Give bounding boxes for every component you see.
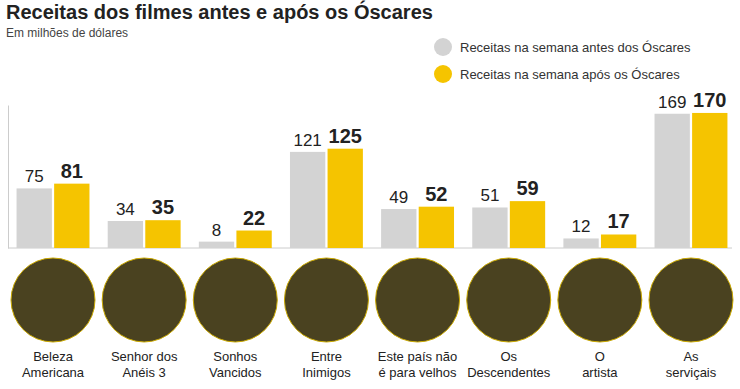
y-axis-line: [8, 106, 9, 249]
data-label: 8: [212, 221, 221, 240]
legend-label: Receitas na semana após os Óscares: [460, 67, 680, 82]
bar: [563, 238, 598, 248]
data-label: 34: [116, 200, 135, 219]
bar: [328, 149, 363, 248]
bar: [655, 114, 690, 248]
photo-circle: [193, 258, 277, 342]
category-label-line: Senhor dos: [111, 349, 178, 364]
category-label-line: Descendentes: [467, 365, 551, 380]
category-label: SonhosVancidos: [209, 349, 262, 380]
photo-circle: [102, 258, 186, 342]
data-label: 52: [425, 183, 447, 205]
photo-circle: [284, 258, 368, 342]
title: Receitas dos filmes antes e após os Ósca…: [6, 0, 433, 23]
category-label-line: O: [595, 349, 605, 364]
category-label-line: Beleza: [33, 349, 74, 364]
bar: [236, 231, 271, 248]
legend-swatch: [434, 38, 452, 56]
data-label: 125: [329, 125, 362, 147]
category-label-line: artista: [582, 365, 618, 380]
bar: [108, 221, 143, 248]
photo-circle: [11, 258, 95, 342]
category-label-line: Entre: [311, 349, 342, 364]
bar: [290, 152, 325, 248]
category-label: Oartista: [582, 349, 618, 380]
category-label-line: Vancidos: [209, 365, 262, 380]
category-label: EntreInimigos: [302, 349, 351, 380]
category-label-line: Os: [500, 349, 517, 364]
data-label: 81: [61, 160, 83, 182]
data-label: 170: [693, 89, 726, 111]
category-label-line: As: [683, 349, 699, 364]
subtitle: Em milhões de dólares: [6, 26, 128, 40]
bar: [419, 207, 454, 248]
bar: [601, 234, 636, 248]
bar: [54, 184, 89, 248]
data-label: 12: [572, 217, 591, 236]
photo-circles: [11, 258, 733, 342]
category-label-line: Inimigos: [302, 365, 351, 380]
photo-circle: [467, 258, 551, 342]
category-label: Este país nãoé para velhos: [378, 349, 458, 380]
bar: [692, 113, 727, 248]
category-label-line: serviçais: [666, 365, 717, 380]
category-label-line: Americana: [22, 365, 85, 380]
data-label: 35: [152, 196, 174, 218]
data-label: 49: [389, 188, 408, 207]
category-label-line: Este país não: [378, 349, 458, 364]
data-label: 121: [293, 131, 321, 150]
bar: [199, 242, 234, 248]
data-label: 17: [608, 210, 630, 232]
photo-circle: [649, 258, 733, 342]
data-label: 22: [243, 207, 265, 229]
data-label: 59: [516, 177, 538, 199]
data-label: 169: [658, 93, 686, 112]
category-label-line: Sonhos: [213, 349, 258, 364]
bars: [17, 113, 728, 248]
data-label: 75: [25, 167, 44, 186]
legend: Receitas na semana antes dos Óscares Rece…: [434, 38, 691, 83]
category-label: Senhor dosAnéis 3: [111, 349, 178, 380]
category-label: BelezaAmericana: [22, 349, 85, 380]
legend-swatch: [434, 65, 452, 83]
bar: [145, 220, 180, 248]
photo-circle: [558, 258, 642, 342]
category-label: Asserviçais: [666, 349, 717, 380]
category-label-line: é para velhos: [379, 365, 458, 380]
data-labels: 75 34 8 121 49 51 12 169 81 35 22 125 52 59 17 170: [25, 89, 727, 240]
photo-circle: [376, 258, 460, 342]
category-label-line: Anéis 3: [122, 365, 165, 380]
bar: [472, 207, 507, 248]
x-axis-labels: BelezaAmericana Senhor dosAnéis 3 SonhosVa…: [22, 349, 717, 380]
bar: [381, 209, 416, 248]
y-axis: [8, 106, 9, 249]
bar: [510, 201, 545, 248]
legend-label: Receitas na semana antes dos Óscares: [460, 40, 691, 55]
data-label: 51: [480, 186, 499, 205]
category-label: OsDescendentes: [467, 349, 551, 380]
bar: [17, 188, 52, 248]
chart: Receitas dos filmes antes e após os Ósca…: [0, 0, 740, 389]
